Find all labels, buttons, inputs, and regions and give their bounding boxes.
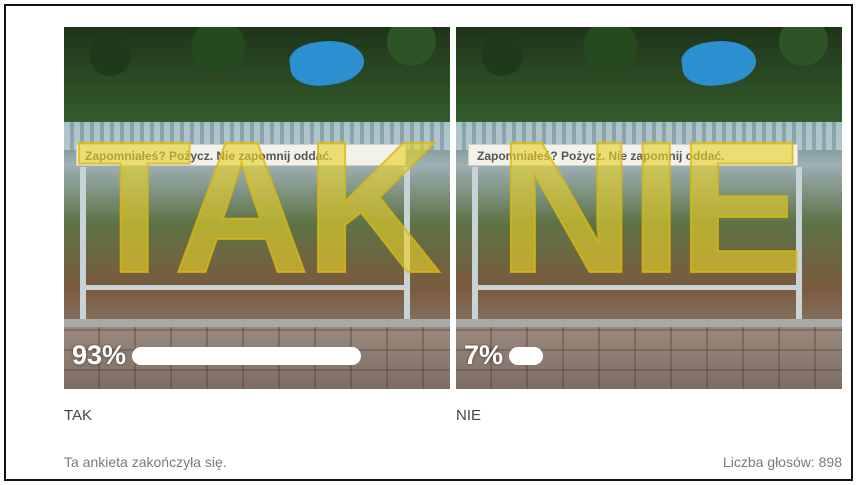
curb bbox=[456, 319, 842, 329]
option-label-nie[interactable]: NIE bbox=[456, 407, 482, 424]
poll-frame: Zapomniałeś? Pożycz. Nie zapomnij oddać.… bbox=[4, 4, 853, 481]
result-bar-track bbox=[509, 346, 755, 365]
percent-label: 93% bbox=[72, 340, 127, 370]
rack-rail bbox=[80, 285, 410, 290]
poll-status: Ta ankieta zakończyła się. bbox=[64, 454, 227, 470]
percent-label: 7% bbox=[464, 340, 504, 370]
rack-post bbox=[472, 167, 478, 322]
result-tak: 93% bbox=[72, 340, 378, 371]
poll-options: Zapomniałeś? Pożycz. Nie zapomnij oddać.… bbox=[64, 27, 842, 424]
result-bar bbox=[509, 346, 544, 365]
poll-footer: Ta ankieta zakończyła się. Liczba głosów… bbox=[64, 454, 842, 470]
rack-post bbox=[80, 167, 86, 322]
rack-post bbox=[404, 167, 410, 322]
rack-post bbox=[796, 167, 802, 322]
curb bbox=[64, 319, 450, 329]
result-bar bbox=[132, 346, 361, 365]
rack-sign: Zapomniałeś? Pożycz. Nie zapomnij oddać. bbox=[76, 144, 406, 166]
option-label-tak[interactable]: TAK bbox=[64, 407, 93, 424]
poll-option-tak[interactable]: Zapomniałeś? Pożycz. Nie zapomnij oddać.… bbox=[64, 27, 450, 424]
result-nie: 7% bbox=[464, 340, 755, 371]
option-image-tak[interactable]: Zapomniałeś? Pożycz. Nie zapomnij oddać.… bbox=[64, 27, 450, 389]
rack-sign: Zapomniałeś? Pożycz. Nie zapomnij oddać. bbox=[468, 144, 798, 166]
hedge-background bbox=[64, 27, 450, 122]
hedge-background bbox=[456, 27, 842, 122]
overlay-letters-nie: NIE bbox=[497, 102, 804, 312]
poll-option-nie[interactable]: Zapomniałeś? Pożycz. Nie zapomnij oddać.… bbox=[456, 27, 842, 424]
vote-count: Liczba głosów: 898 bbox=[722, 454, 842, 470]
option-image-nie[interactable]: Zapomniałeś? Pożycz. Nie zapomnij oddać.… bbox=[456, 27, 842, 389]
rack-rail bbox=[472, 285, 802, 290]
overlay-letters-tak: TAK bbox=[76, 102, 442, 312]
poll-widget: Zapomniałeś? Pożycz. Nie zapomnij oddać.… bbox=[64, 27, 842, 470]
result-bar-track bbox=[132, 346, 378, 365]
